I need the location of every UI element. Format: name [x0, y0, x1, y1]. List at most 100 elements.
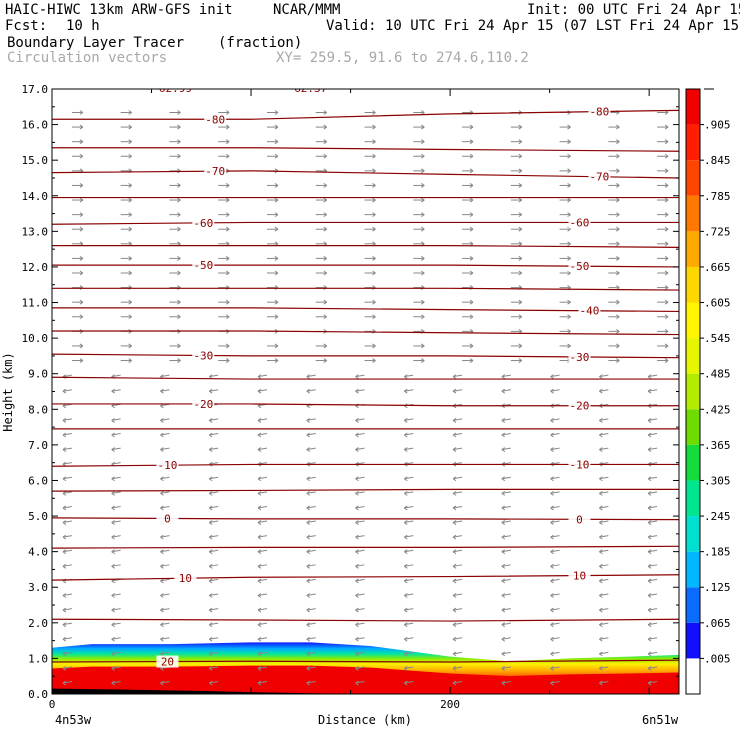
- wind-vector: [111, 622, 121, 628]
- wind-vector: [62, 666, 72, 671]
- wind-vector: [71, 343, 84, 349]
- wind-vector: [160, 534, 170, 540]
- contour-label: 62.37: [294, 82, 327, 95]
- wind-vector: [413, 168, 425, 174]
- wind-vector: [355, 417, 365, 423]
- wind-vector: [462, 153, 474, 159]
- wind-vector: [403, 593, 414, 598]
- wind-vector: [501, 388, 511, 394]
- wind-vector: [111, 563, 121, 569]
- wind-vector: [501, 490, 511, 496]
- wind-vector: [71, 255, 84, 261]
- wind-vector: [599, 651, 609, 657]
- wind-vector: [111, 520, 121, 525]
- wind-vector: [120, 285, 132, 290]
- contour-label: 0: [576, 513, 583, 526]
- wind-vector: [111, 651, 121, 657]
- wind-vector: [120, 343, 132, 349]
- wind-vector: [62, 505, 72, 511]
- wind-vector: [462, 343, 474, 349]
- wind-vector: [403, 505, 414, 511]
- colorbar-swatch: [686, 89, 700, 125]
- wind-vector: [266, 212, 279, 218]
- wind-vector: [169, 314, 181, 320]
- wind-vector: [657, 358, 669, 363]
- y-tick-label: 16.0: [22, 119, 49, 132]
- wind-vector: [306, 505, 316, 511]
- contour-label: 20: [161, 656, 174, 669]
- wind-vector: [462, 255, 474, 261]
- wind-vector: [257, 520, 268, 525]
- wind-vector: [120, 299, 132, 305]
- wind-vector: [71, 110, 84, 115]
- wind-vector: [62, 476, 72, 482]
- wind-vector: [462, 299, 474, 305]
- wind-vector: [452, 476, 463, 482]
- temperature-contour: [52, 618, 679, 622]
- wind-vector: [315, 139, 328, 145]
- wind-vector: [608, 212, 620, 218]
- wind-vector: [403, 549, 414, 555]
- header-vectors: Circulation vectors: [7, 50, 168, 66]
- wind-vector: [120, 183, 132, 188]
- wind-vector: [160, 447, 170, 453]
- wind-vector: [120, 139, 132, 145]
- wind-vector: [315, 124, 328, 130]
- wind-vector: [501, 505, 511, 511]
- colorbar-swatch: [686, 551, 700, 588]
- wind-vector: [266, 358, 279, 363]
- wind-vector: [218, 270, 230, 276]
- wind-vector: [403, 534, 414, 540]
- wind-vector: [462, 270, 474, 276]
- wind-vector: [608, 153, 620, 159]
- wind-vector: [462, 183, 474, 188]
- wind-vector: [510, 124, 523, 130]
- wind-vector: [257, 622, 268, 628]
- wind-vector: [306, 476, 316, 482]
- colorbar-swatch: [686, 622, 700, 659]
- wind-vector: [208, 636, 219, 642]
- wind-vector: [364, 226, 376, 232]
- wind-vector: [599, 417, 609, 423]
- y-axis-label: Height (km): [1, 352, 15, 431]
- wind-vector: [306, 636, 316, 642]
- x-axis: 0 200: [49, 89, 650, 711]
- wind-vector: [111, 476, 121, 482]
- wind-vector: [550, 476, 560, 482]
- wind-vector: [452, 607, 463, 613]
- temperature-contours: 20 10 10 0 0 -10 -10 -20 -20 -30 -30 -40 -50 -50 -60 -6…: [52, 82, 679, 669]
- wind-vector: [608, 197, 620, 203]
- wind-vector: [355, 520, 365, 525]
- y-tick-label: 8.0: [28, 403, 48, 416]
- wind-vector: [355, 578, 365, 584]
- wind-vector: [111, 505, 121, 511]
- x-tick-label: 200: [440, 698, 460, 711]
- wind-vector: [647, 622, 658, 628]
- wind-vector: [306, 607, 316, 613]
- wind-vector: [452, 593, 463, 598]
- x-axis-label: Distance (km): [318, 713, 412, 727]
- colorbar-label: .605: [704, 297, 731, 310]
- wind-vector: [413, 212, 425, 218]
- wind-vector: [218, 139, 230, 145]
- colorbar-swatch: [686, 338, 700, 374]
- wind-vector: [403, 476, 414, 482]
- wind-vector: [657, 139, 669, 145]
- wind-vector: [403, 388, 414, 394]
- wind-vector: [510, 255, 523, 261]
- colorbar-label: .845: [704, 154, 731, 167]
- wind-vector: [257, 388, 268, 394]
- wind-vector: [218, 212, 230, 218]
- wind-vector: [413, 139, 425, 145]
- wind-vector: [462, 226, 474, 232]
- y-tick-label: 4.0: [28, 546, 48, 559]
- wind-vector: [647, 563, 658, 569]
- wind-vector: [550, 388, 560, 394]
- wind-vector: [257, 593, 268, 598]
- wind-vector: [306, 593, 316, 598]
- wind-vector: [355, 549, 365, 555]
- wind-vector: [452, 534, 463, 540]
- wind-vector: [257, 476, 268, 482]
- contour-label: 0: [164, 512, 171, 525]
- wind-vector: [462, 197, 474, 203]
